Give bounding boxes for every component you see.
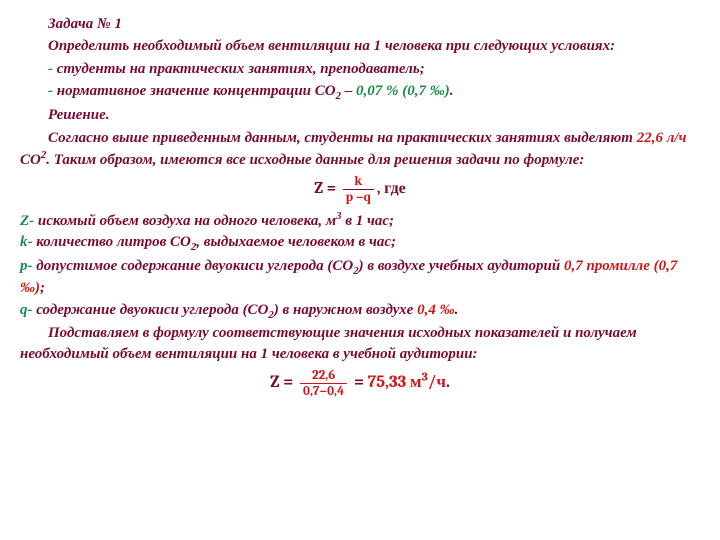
q-t1: содержание двуокиси углерода (СО bbox=[36, 302, 268, 318]
bullet1-text: студенты на практических занятиях, препо… bbox=[57, 61, 425, 77]
p1-a: Согласно выше приведенным данным, студен… bbox=[48, 130, 637, 146]
z-t2: в 1 час; bbox=[342, 213, 394, 229]
p-t2: ) в воздухе учебных аудиторий bbox=[359, 258, 564, 274]
bullet2-dot: . bbox=[450, 83, 454, 99]
q-dot: . bbox=[455, 302, 459, 318]
f2-num: 22,6 bbox=[300, 368, 347, 384]
formula-2: Z = 22,6 0,7−0,4 = 75,33 м3/ч. bbox=[20, 368, 700, 399]
f2-den: 0,7−0,4 bbox=[300, 384, 347, 399]
f2-unit-pre: м bbox=[406, 373, 421, 392]
fraction-1: k p −q bbox=[343, 174, 374, 205]
f2-eq: = bbox=[350, 373, 368, 392]
p1-c: . Таким образом, имеются все исходные да… bbox=[46, 152, 584, 168]
q-val: 0,4 ‰ bbox=[417, 302, 455, 318]
solution-label: Решение. bbox=[20, 105, 700, 125]
bullet2-value: 0,07 % (0,7 ‰) bbox=[356, 83, 450, 99]
formula-1: Z = k p −q , где bbox=[20, 174, 700, 205]
p-pre: p- bbox=[20, 258, 36, 274]
def-p: p- допустимое содержание двуокиси углеро… bbox=[20, 256, 700, 299]
z-t1: искомый объем воздуха на одного человека… bbox=[38, 213, 336, 229]
k-t1: количество литров СО bbox=[36, 234, 191, 250]
bullet-2: - нормативное значение концентрации СО2 … bbox=[20, 81, 700, 104]
k-pre: k- bbox=[20, 234, 36, 250]
p1-val: 22,6 л/ч bbox=[637, 130, 687, 146]
def-q: q- содержание двуокиси углерода (СО2) в … bbox=[20, 300, 700, 323]
f1-lhs: Z = bbox=[314, 179, 339, 197]
def-k: k- количество литров СО2, выдыхаемое чел… bbox=[20, 232, 700, 255]
k-t2: , выдыхаемое человеком в час; bbox=[196, 234, 396, 250]
fraction-2: 22,6 0,7−0,4 bbox=[300, 368, 347, 399]
p1-b: СО bbox=[20, 152, 41, 168]
bullet-1: - студенты на практических занятиях, пре… bbox=[20, 59, 700, 79]
paragraph-1: Согласно выше приведенным данным, студен… bbox=[20, 128, 700, 171]
bullet2-before: нормативное значение концентрации СО bbox=[57, 83, 336, 99]
p-t1: допустимое содержание двуокиси углерода … bbox=[36, 258, 353, 274]
f2-lhs: Z = bbox=[270, 373, 297, 392]
heading: Задача № 1 bbox=[20, 14, 700, 34]
def-z: Z- искомый объем воздуха на одного челов… bbox=[20, 209, 700, 231]
f2-result: 75,33 bbox=[368, 373, 406, 392]
q-pre: q- bbox=[20, 302, 36, 318]
p-semi: ; bbox=[40, 280, 45, 296]
f1-num: k bbox=[343, 174, 374, 190]
z-pre: Z- bbox=[20, 213, 38, 229]
intro: Определить необходимый объем вентиляции … bbox=[20, 36, 700, 56]
dash: - bbox=[48, 61, 53, 77]
dash: - bbox=[48, 83, 53, 99]
bullet2-dash: – bbox=[341, 83, 356, 99]
q-t2: ) в наружном воздухе bbox=[274, 302, 417, 318]
paragraph-2: Подставляем в формулу соответствующие зн… bbox=[20, 323, 700, 364]
f2-dot: . bbox=[446, 373, 450, 392]
f2-unit-post: /ч bbox=[428, 373, 446, 392]
f1-after: , где bbox=[377, 179, 406, 197]
f1-den: p −q bbox=[343, 190, 374, 205]
